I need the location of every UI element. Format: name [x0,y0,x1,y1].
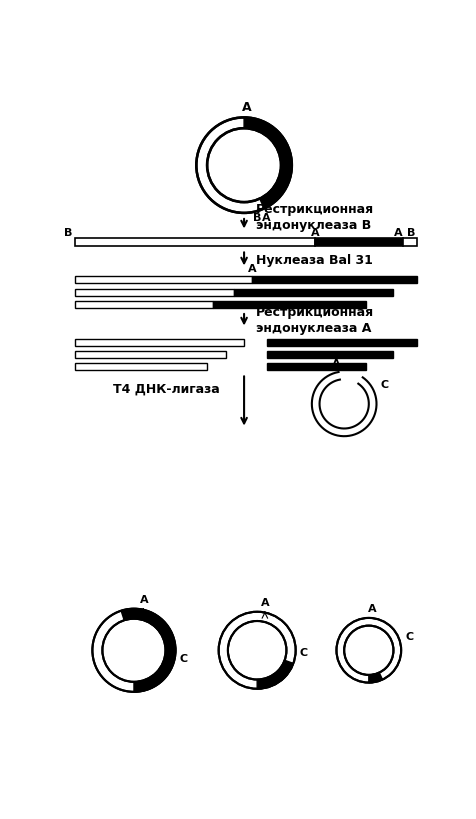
Bar [75,364,207,371]
Polygon shape [244,118,291,209]
Text: Т4 ДНК-лигаза: Т4 ДНК-лигаза [113,382,219,396]
Text: A: A [367,604,376,613]
Bar [75,238,314,247]
Bar [75,277,251,284]
Bar [267,339,416,346]
Text: A: A [311,228,319,238]
Bar [75,339,244,346]
Polygon shape [368,672,382,683]
Text: C: C [379,379,387,389]
Bar [267,364,365,371]
Bar [75,301,213,309]
Bar [251,277,416,284]
Bar [314,238,403,247]
Circle shape [218,612,295,689]
Polygon shape [257,660,293,689]
Polygon shape [121,609,175,692]
Text: A: A [241,101,251,114]
Text: A: A [139,595,148,604]
Circle shape [336,618,400,683]
Circle shape [92,609,175,692]
Text: A: A [393,228,402,238]
Text: A: A [262,212,270,222]
Text: B: B [253,212,261,222]
Text: Нуклеаза Bal 31: Нуклеаза Bal 31 [255,253,372,266]
Text: Рестрикционная
эндонуклеаза А: Рестрикционная эндонуклеаза А [255,305,373,334]
Bar [234,289,393,296]
Text: Рестрикционная
эндонуклеаза B: Рестрикционная эндонуклеаза B [255,203,373,232]
Bar [267,351,393,359]
Bar [403,238,416,247]
Bar [75,351,226,359]
Text: B: B [64,228,72,238]
Text: C: C [299,647,307,657]
Text: B: B [407,228,415,238]
Text: C: C [404,631,412,641]
Text: A: A [247,264,256,274]
Text: A: A [331,359,340,369]
Circle shape [196,118,291,214]
Text: C: C [179,654,187,663]
Bar [213,301,365,309]
Bar [75,289,234,296]
Text: A: A [261,597,269,608]
